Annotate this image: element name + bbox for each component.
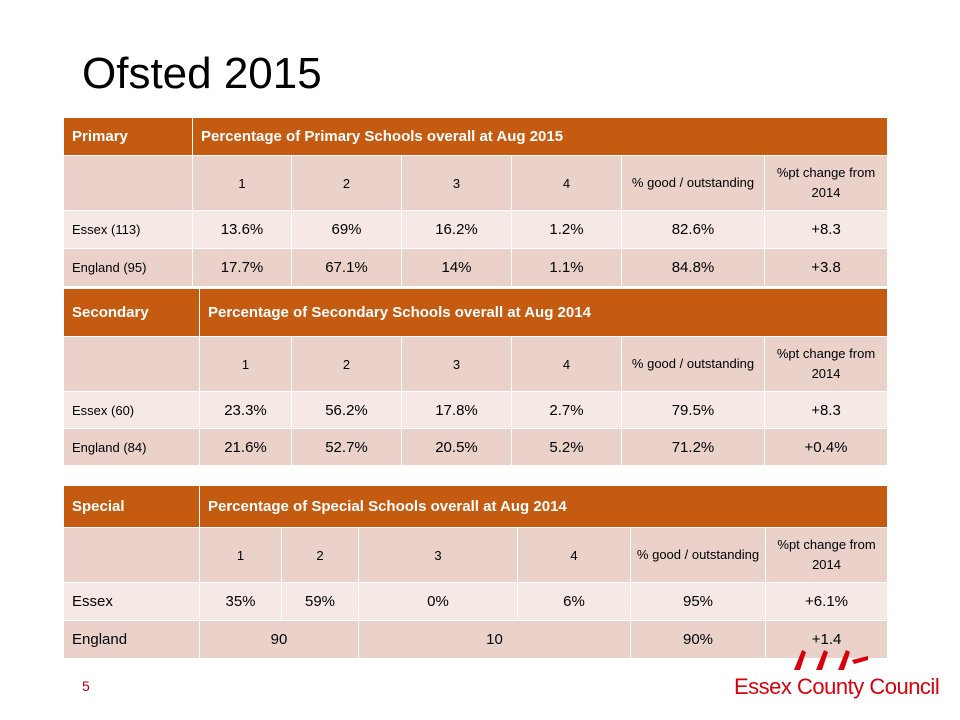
column-header: 4 (517, 527, 631, 583)
secondary-table: Secondary Percentage of Secondary School… (63, 288, 889, 466)
table-header-row: Special Percentage of Special Schools ov… (63, 485, 889, 528)
table-row: Essex 35% 59% 0% 6% 95% +6.1% (63, 582, 889, 621)
table-cell: +8.3 (763, 391, 889, 429)
table-cell: 6% (517, 582, 631, 621)
empty-cell (63, 336, 200, 392)
column-header-row: 1 2 3 4 % good / outstanding %pt change … (63, 155, 889, 211)
column-header: % good / outstanding (621, 336, 765, 392)
column-header: %pt change from 2014 (763, 155, 889, 211)
table-cell: +8.3 (763, 210, 889, 249)
column-header-row: 1 2 3 4 % good / outstanding %pt change … (63, 527, 889, 583)
table-cell: 90% (630, 620, 766, 659)
table-category-label: Primary (63, 117, 193, 156)
table-cell: 10 (358, 620, 631, 659)
table-cell: 17.8% (401, 391, 512, 429)
table-row: England (84) 21.6% 52.7% 20.5% 5.2% 71.2… (63, 428, 889, 466)
table-header-row: Primary Percentage of Primary Schools ov… (63, 117, 889, 156)
table-cell: 56.2% (291, 391, 402, 429)
table-cell: +6.1% (764, 582, 889, 621)
table-cell: 52.7% (291, 428, 402, 466)
row-label: England (84) (63, 428, 200, 466)
column-header: 1 (192, 155, 292, 211)
column-header: 2 (291, 155, 402, 211)
empty-cell (63, 155, 193, 211)
table-cell: 14% (401, 248, 512, 287)
table-cell: 69% (291, 210, 402, 249)
table-cell: 90 (199, 620, 359, 659)
row-label: Essex (113) (63, 210, 193, 249)
column-header: 4 (511, 336, 622, 392)
table-cell: 20.5% (401, 428, 512, 466)
table-cell: 1.1% (511, 248, 622, 287)
column-header-row: 1 2 3 4 % good / outstanding %pt change … (63, 336, 889, 392)
table-cell: +3.8 (763, 248, 889, 287)
table-cell: 0% (358, 582, 518, 621)
table-row: England (95) 17.7% 67.1% 14% 1.1% 84.8% … (63, 248, 889, 287)
table-cell: +0.4% (763, 428, 889, 466)
table-cell: 82.6% (621, 210, 765, 249)
table-cell: 79.5% (621, 391, 765, 429)
table-cell: 16.2% (401, 210, 512, 249)
table-cell: 21.6% (199, 428, 292, 466)
row-label: England (63, 620, 200, 659)
row-label: Essex (63, 582, 200, 621)
table-cell: 5.2% (511, 428, 622, 466)
column-header: 3 (401, 155, 512, 211)
special-table: Special Percentage of Special Schools ov… (63, 485, 889, 659)
table-cell: 23.3% (199, 391, 292, 429)
table-cell: 2.7% (511, 391, 622, 429)
table-cell: 1.2% (511, 210, 622, 249)
column-header: % good / outstanding (621, 155, 765, 211)
table-cell: 84.8% (621, 248, 765, 287)
column-header: %pt change from 2014 (763, 336, 889, 392)
seax-emblem-icon (794, 650, 868, 670)
table-row: Essex (113) 13.6% 69% 16.2% 1.2% 82.6% +… (63, 210, 889, 249)
page-number: 5 (82, 678, 90, 694)
column-header: 2 (281, 527, 359, 583)
table-heading: Percentage of Special Schools overall at… (198, 485, 889, 528)
table-row: Essex (60) 23.3% 56.2% 17.8% 2.7% 79.5% … (63, 391, 889, 429)
column-header: 3 (358, 527, 518, 583)
row-label: Essex (60) (63, 391, 200, 429)
table-cell: 71.2% (621, 428, 765, 466)
table-heading: Percentage of Secondary Schools overall … (198, 288, 889, 337)
table-cell: 35% (199, 582, 282, 621)
table-cell: 59% (281, 582, 359, 621)
column-header: 1 (199, 336, 292, 392)
row-label: England (95) (63, 248, 193, 287)
column-header: 3 (401, 336, 512, 392)
page-title: Ofsted 2015 (82, 49, 322, 98)
table-category-label: Special (63, 485, 200, 528)
table-cell: 95% (630, 582, 766, 621)
table-cell: 67.1% (291, 248, 402, 287)
table-heading: Percentage of Primary Schools overall at… (191, 117, 889, 156)
primary-table: Primary Percentage of Primary Schools ov… (63, 117, 889, 287)
table-cell: 13.6% (192, 210, 292, 249)
column-header: 4 (511, 155, 622, 211)
essex-county-council-logo: Essex County Council (734, 646, 940, 706)
column-header: 2 (291, 336, 402, 392)
table-cell: 17.7% (192, 248, 292, 287)
table-header-row: Secondary Percentage of Secondary School… (63, 288, 889, 337)
empty-cell (63, 527, 200, 583)
column-header: % good / outstanding (630, 527, 766, 583)
column-header: %pt change from 2014 (764, 527, 889, 583)
column-header: 1 (199, 527, 282, 583)
table-category-label: Secondary (63, 288, 200, 337)
logo-text: Essex County Council (734, 674, 940, 699)
